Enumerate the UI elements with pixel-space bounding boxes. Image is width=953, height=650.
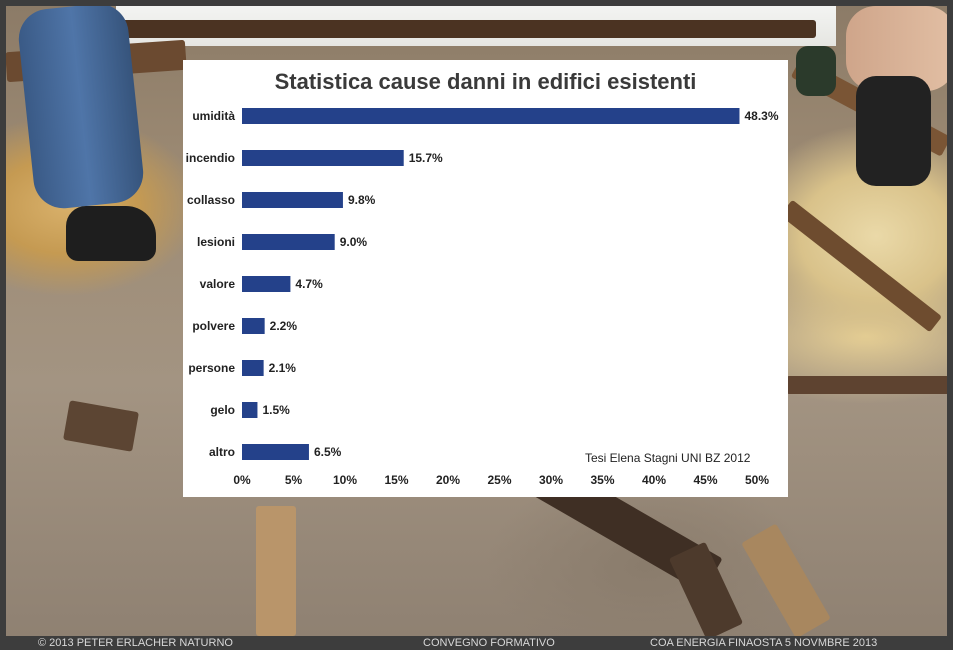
chart-panel: Statistica cause danni in edifici esiste… <box>183 60 788 497</box>
category-label: persone <box>188 361 235 375</box>
value-label: 4.7% <box>295 277 323 291</box>
bar <box>242 150 404 166</box>
bar <box>242 444 309 460</box>
x-tick-label: 25% <box>487 473 511 487</box>
x-tick-label: 10% <box>333 473 357 487</box>
value-label: 48.3% <box>744 109 778 123</box>
x-tick-label: 0% <box>233 473 251 487</box>
category-label: altro <box>209 445 235 459</box>
value-label: 15.7% <box>409 151 443 165</box>
value-label: 1.5% <box>262 403 290 417</box>
value-label: 9.8% <box>348 193 376 207</box>
category-label: valore <box>200 277 236 291</box>
value-label: 2.1% <box>269 361 297 375</box>
footer-event: CONVEGNO FORMATIVO <box>423 637 555 649</box>
chart-title: Statistica cause danni in edifici esiste… <box>274 69 697 94</box>
category-label: collasso <box>187 193 235 207</box>
source-note: Tesi Elena Stagni UNI BZ 2012 <box>585 451 751 465</box>
value-label: 9.0% <box>340 235 368 249</box>
category-label: polvere <box>192 319 235 333</box>
x-tick-label: 35% <box>590 473 614 487</box>
x-tick-label: 45% <box>693 473 717 487</box>
bar <box>242 360 264 376</box>
bar <box>242 192 343 208</box>
x-tick-label: 40% <box>642 473 666 487</box>
category-label: incendio <box>186 151 235 165</box>
footer-organizer-date: COA ENERGIA FINAOSTA 5 NOVMBRE 2013 <box>650 637 878 649</box>
bar <box>242 276 291 292</box>
bar <box>242 318 265 334</box>
x-tick-label: 15% <box>384 473 408 487</box>
footer-copyright: © 2013 PETER ERLACHER NATURNO <box>38 637 233 649</box>
x-tick-label: 5% <box>285 473 303 487</box>
category-label: gelo <box>210 403 235 417</box>
x-tick-label: 50% <box>745 473 769 487</box>
x-tick-label: 30% <box>539 473 563 487</box>
category-label: umidità <box>192 109 235 123</box>
bar-chart: umidità 48.3% incendio 15.7% collasso 9.8% les… <box>186 108 779 487</box>
bar <box>242 234 335 250</box>
value-label: 2.2% <box>270 319 298 333</box>
category-label: lesioni <box>197 235 235 249</box>
footer: © 2013 PETER ERLACHER NATURNO CONVEGNO F… <box>0 636 953 650</box>
bar <box>242 402 258 418</box>
bar <box>242 108 740 124</box>
x-tick-label: 20% <box>436 473 460 487</box>
value-label: 6.5% <box>314 445 342 459</box>
